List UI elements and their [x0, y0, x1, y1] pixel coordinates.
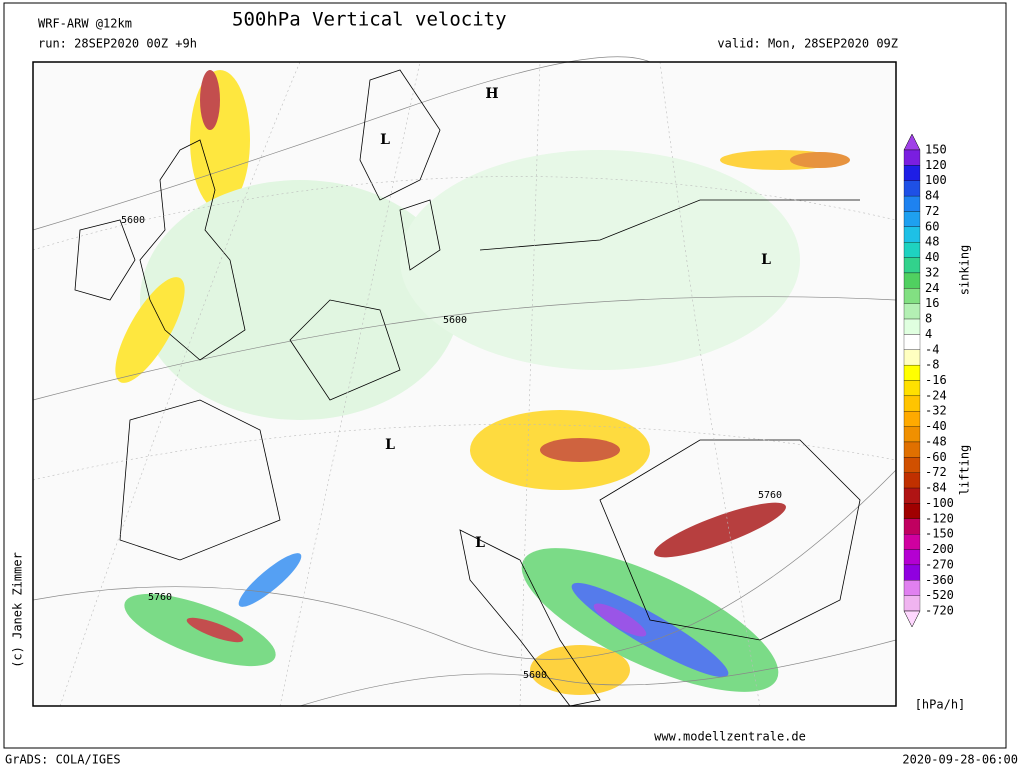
colorbar-swatch	[903, 242, 921, 258]
colorbar: 150120100847260484032241684-4-8-16-24-32…	[903, 133, 954, 628]
colorbar-label: 4	[925, 327, 932, 341]
lifting-label: lifting	[958, 445, 972, 496]
colorbar-label: -40	[925, 419, 947, 433]
colorbar-label: -16	[925, 373, 947, 387]
coastlines	[74, 69, 861, 707]
colorbar-label: 40	[925, 250, 939, 264]
colorbar-label: -84	[925, 481, 947, 495]
colorbar-swatch	[903, 257, 921, 274]
colorbar-swatch	[903, 226, 921, 243]
pressure-center: L	[761, 252, 771, 268]
colorbar-swatch	[903, 288, 921, 304]
colorbar-swatch	[903, 472, 921, 489]
colorbar-label: 60	[925, 219, 939, 233]
colorbar-label: 120	[925, 158, 947, 172]
colorbar-arrow	[903, 133, 921, 151]
colorbar-label: -8	[925, 358, 939, 372]
map-border	[32, 61, 897, 707]
pressure-center: L	[380, 132, 390, 148]
colorbar-swatch	[903, 411, 921, 427]
contour-label: 5760	[758, 490, 782, 501]
colorbar-label: 24	[925, 281, 939, 295]
credit: (c) Janek Zimmer	[11, 552, 25, 668]
colorbar-swatch	[903, 395, 921, 412]
colorbar-label: -4	[925, 342, 939, 356]
valid-label: valid: Mon, 28SEP2020 09Z	[717, 37, 898, 51]
colorbar-swatch	[903, 503, 921, 519]
contour-label: 5600	[121, 215, 145, 226]
frame	[3, 2, 1007, 749]
colorbar-label: -200	[925, 542, 954, 556]
colorbar-swatch	[903, 349, 921, 366]
colorbar-label: -150	[925, 527, 954, 541]
colorbar-swatch	[903, 549, 921, 566]
colorbar-swatch	[903, 165, 921, 181]
colorbar-label: 32	[925, 265, 939, 279]
colorbar-label: -270	[925, 557, 954, 571]
colorbar-swatch	[903, 364, 921, 381]
contour-label: 5760	[148, 592, 172, 603]
colorbar-swatch	[903, 487, 921, 504]
colorbar-label: 100	[925, 173, 947, 187]
colorbar-swatch	[903, 441, 921, 458]
website: www.modellzentrale.de	[654, 730, 806, 744]
colorbar-label: -360	[925, 573, 954, 587]
sinking-label: sinking	[958, 245, 972, 296]
map	[32, 56, 897, 707]
field-patches	[115, 70, 850, 695]
colorbar-swatch	[903, 595, 921, 612]
colorbar-label: -24	[925, 388, 947, 402]
colorbar-label: -100	[925, 496, 954, 510]
colorbar-swatch	[903, 303, 921, 320]
colorbar-label: 84	[925, 189, 939, 203]
colorbar-label: 150	[925, 143, 947, 157]
graticule	[32, 61, 897, 707]
colorbar-swatch	[903, 426, 921, 443]
colorbar-swatch	[903, 318, 921, 335]
contours	[32, 56, 897, 707]
colorbar-swatch	[903, 195, 921, 212]
colorbar-label: 48	[925, 235, 939, 249]
footer-left: GrADS: COLA/IGES	[5, 753, 121, 767]
colorbar-label: 16	[925, 296, 939, 310]
colorbar-swatch	[903, 518, 921, 535]
colorbar-label: -120	[925, 511, 954, 525]
colorbar-swatch	[903, 334, 921, 350]
title: 500hPa Vertical velocity	[232, 9, 507, 31]
colorbar-swatch	[903, 211, 921, 227]
colorbar-swatch	[903, 534, 921, 550]
colorbar-swatch	[903, 149, 921, 166]
colorbar-label: 72	[925, 204, 939, 218]
colorbar-label: -520	[925, 588, 954, 602]
colorbar-swatch	[903, 564, 921, 581]
colorbar-swatch	[903, 380, 921, 397]
colorbar-swatch	[903, 580, 921, 596]
run-label: run: 28SEP2020 00Z +9h	[38, 37, 197, 51]
pressure-center: L	[475, 535, 485, 551]
colorbar-label: -60	[925, 450, 947, 464]
pressure-center: H	[485, 86, 498, 102]
footer-right: 2020-09-28-06:00	[902, 753, 1018, 767]
contour-label: 5600	[443, 315, 467, 326]
colorbar-label: -32	[925, 404, 947, 418]
contour-label: 5600	[523, 670, 547, 681]
colorbar-swatch	[903, 180, 921, 197]
colorbar-swatch	[903, 272, 921, 289]
colorbar-label: -48	[925, 434, 947, 448]
pressure-center: L	[385, 437, 395, 453]
colorbar-label: -720	[925, 604, 954, 618]
unit-label: [hPa/h]	[915, 698, 966, 712]
colorbar-swatch	[903, 457, 921, 473]
colorbar-label: 8	[925, 312, 932, 326]
colorbar-label: -72	[925, 465, 947, 479]
colorbar-arrow	[903, 610, 921, 628]
model-label: WRF-ARW @12km	[38, 17, 132, 31]
